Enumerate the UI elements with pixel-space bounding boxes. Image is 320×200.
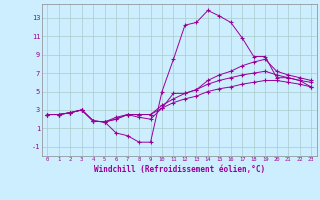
X-axis label: Windchill (Refroidissement éolien,°C): Windchill (Refroidissement éolien,°C) [94, 165, 265, 174]
